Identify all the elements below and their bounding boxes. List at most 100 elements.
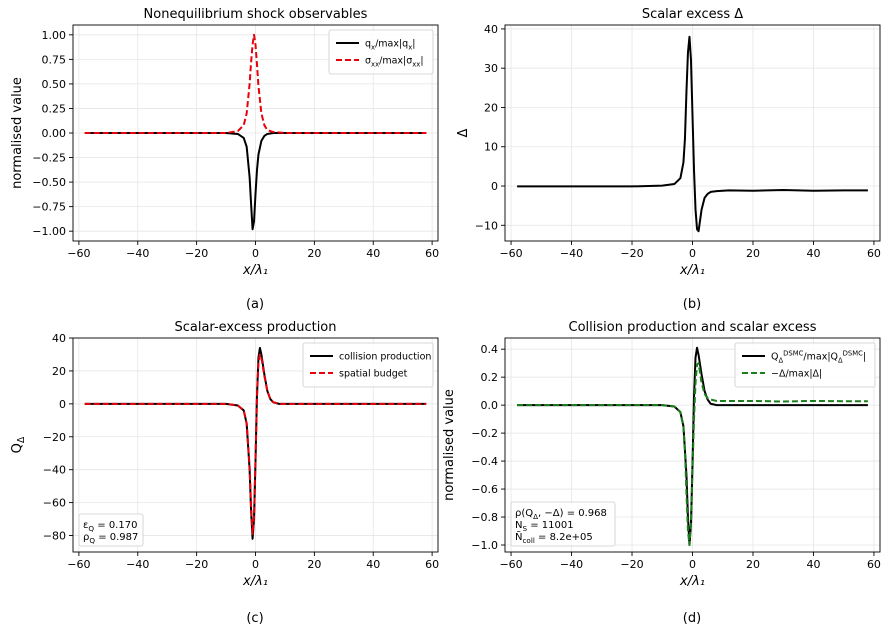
y-tick-label: −0.50 <box>32 176 66 189</box>
chart-panel-4: −60 −40 −20 0 20 40 60 −1.0 −0.8 −0.6 −0.4 −0.2 0.0 0… <box>442 320 881 626</box>
y-tick-label: 0.4 <box>481 343 499 356</box>
panel-caption: (d) <box>683 611 701 626</box>
x-axis-label: x/λ₁ <box>679 574 705 589</box>
x-tick-label: −40 <box>126 558 149 571</box>
x-tick-label: 60 <box>425 558 439 571</box>
y-tick-label: −1.00 <box>32 225 66 238</box>
series-group <box>84 33 427 231</box>
y-tick-label: −40 <box>43 464 66 477</box>
y-tick-label: −0.6 <box>471 483 498 496</box>
panel-caption: (b) <box>683 297 701 312</box>
x-tick-label: −20 <box>185 558 208 571</box>
x-axis-label: x/λ₁ <box>242 574 268 589</box>
x-tick-label: 40 <box>806 247 820 260</box>
x-tick-label: −40 <box>560 247 583 260</box>
y-tick-label: 20 <box>52 365 66 378</box>
legend-label-1: qx/max|qx| <box>365 39 415 52</box>
series-line-2 <box>84 353 427 535</box>
y-tick-label: 40 <box>484 23 498 36</box>
legend: QΔDSMC/max|QΔDSMC| −Δ/max|Δ| <box>734 342 876 388</box>
series-line-2 <box>84 33 427 134</box>
chart-title: Scalar-excess production <box>174 320 336 335</box>
y-tick-label: −20 <box>43 431 66 444</box>
x-axis-label: x/λ₁ <box>679 263 705 278</box>
x-tick-label: 40 <box>366 247 380 260</box>
panel-caption: (a) <box>246 297 264 312</box>
x-tick-label: −60 <box>499 558 522 571</box>
series-group <box>517 35 868 233</box>
x-tick-label: 20 <box>746 247 760 260</box>
x-tick-label: 60 <box>867 247 881 260</box>
legend-label-1: QΔDSMC/max|QΔDSMC| <box>771 350 866 365</box>
y-axis-label: normalised value <box>10 77 25 189</box>
legend-label-2: spatial budget <box>339 369 408 380</box>
y-axis-label: QΔ​ <box>10 436 27 453</box>
chart-panel-2: −60 −40 −20 0 20 40 60 −10 0 10 20 30 40 Scalar exces… <box>456 7 881 312</box>
y-tick-label: −60 <box>43 497 66 510</box>
y-tick-label: 1.00 <box>42 29 67 42</box>
x-tick-label: −20 <box>620 247 643 260</box>
annotation-line-3: Ñcoll = 8.2e+05 <box>515 530 593 545</box>
y-tick-label: −0.8 <box>471 511 498 524</box>
x-tick-label: 20 <box>746 558 760 571</box>
x-tick-label: 0 <box>252 247 259 260</box>
x-tick-label: −60 <box>67 247 90 260</box>
y-tick-label: 0.0 <box>481 399 499 412</box>
x-tick-label: 0 <box>689 558 696 571</box>
x-tick-label: −20 <box>185 247 208 260</box>
series-group <box>517 346 868 547</box>
x-tick-label: 20 <box>307 247 321 260</box>
legend-box <box>328 29 434 75</box>
y-tick-label: −0.2 <box>471 427 498 440</box>
y-tick-label: −0.75 <box>32 201 66 214</box>
legend: qx/max|qx| σxx/max|σxx| <box>328 29 434 75</box>
y-tick-label: 30 <box>484 62 498 75</box>
y-tick-label: 40 <box>52 332 66 345</box>
series-group <box>84 346 427 540</box>
y-tick-label: −1.0 <box>471 539 498 552</box>
legend-label-2: σxx/max|σxx| <box>365 56 424 69</box>
x-tick-label: 0 <box>252 558 259 571</box>
x-tick-label: 40 <box>806 558 820 571</box>
x-tick-label: −40 <box>560 558 583 571</box>
y-tick-label: 0.25 <box>42 102 67 115</box>
y-tick-label: −10 <box>475 219 498 232</box>
chart-panel-3: −60 −40 −20 0 20 40 60 −80 −60 −40 −20 0 20 40 Scalar-… <box>10 320 439 626</box>
legend-box <box>734 342 876 388</box>
y-tick-label: −0.4 <box>471 455 498 468</box>
series-line-1 <box>84 132 427 231</box>
series-line-1 <box>517 35 868 233</box>
chart-title: Collision production and scalar excess <box>569 320 817 335</box>
legend: collision production spatial budget <box>302 342 434 388</box>
x-axis-label: x/λ₁ <box>242 263 268 278</box>
legend-label-2: −Δ/max|Δ| <box>771 369 822 380</box>
y-tick-label: 0 <box>59 398 66 411</box>
x-tick-label: −60 <box>499 247 522 260</box>
y-axis-label: normalised value <box>442 389 457 501</box>
y-tick-label: 0.00 <box>42 127 67 140</box>
legend-box <box>302 342 434 388</box>
y-tick-label: 0.2 <box>481 371 499 384</box>
x-tick-label: 0 <box>689 247 696 260</box>
annotation-line-2: NS = 11001 <box>515 520 574 533</box>
legend-label-1: collision production <box>339 352 431 363</box>
y-axis-label: Δ <box>456 128 471 137</box>
x-tick-label: 60 <box>867 558 881 571</box>
x-tick-label: 40 <box>366 558 380 571</box>
y-tick-label: 0.75 <box>42 53 67 66</box>
y-tick-label: 0.50 <box>42 78 67 91</box>
annotation-line-1: ρ(QΔ, −Δ) = 0.968 <box>515 508 607 521</box>
series-line-2 <box>517 362 868 547</box>
x-tick-label: −60 <box>67 558 90 571</box>
chart-title: Scalar excess Δ <box>642 7 743 22</box>
annotation-frame <box>78 513 144 547</box>
y-tick-label: 20 <box>484 101 498 114</box>
x-tick-label: 60 <box>425 247 439 260</box>
x-tick-label: 20 <box>307 558 321 571</box>
y-tick-label: 10 <box>484 141 498 154</box>
x-tick-label: −20 <box>620 558 643 571</box>
y-tick-label: −0.25 <box>32 152 66 165</box>
